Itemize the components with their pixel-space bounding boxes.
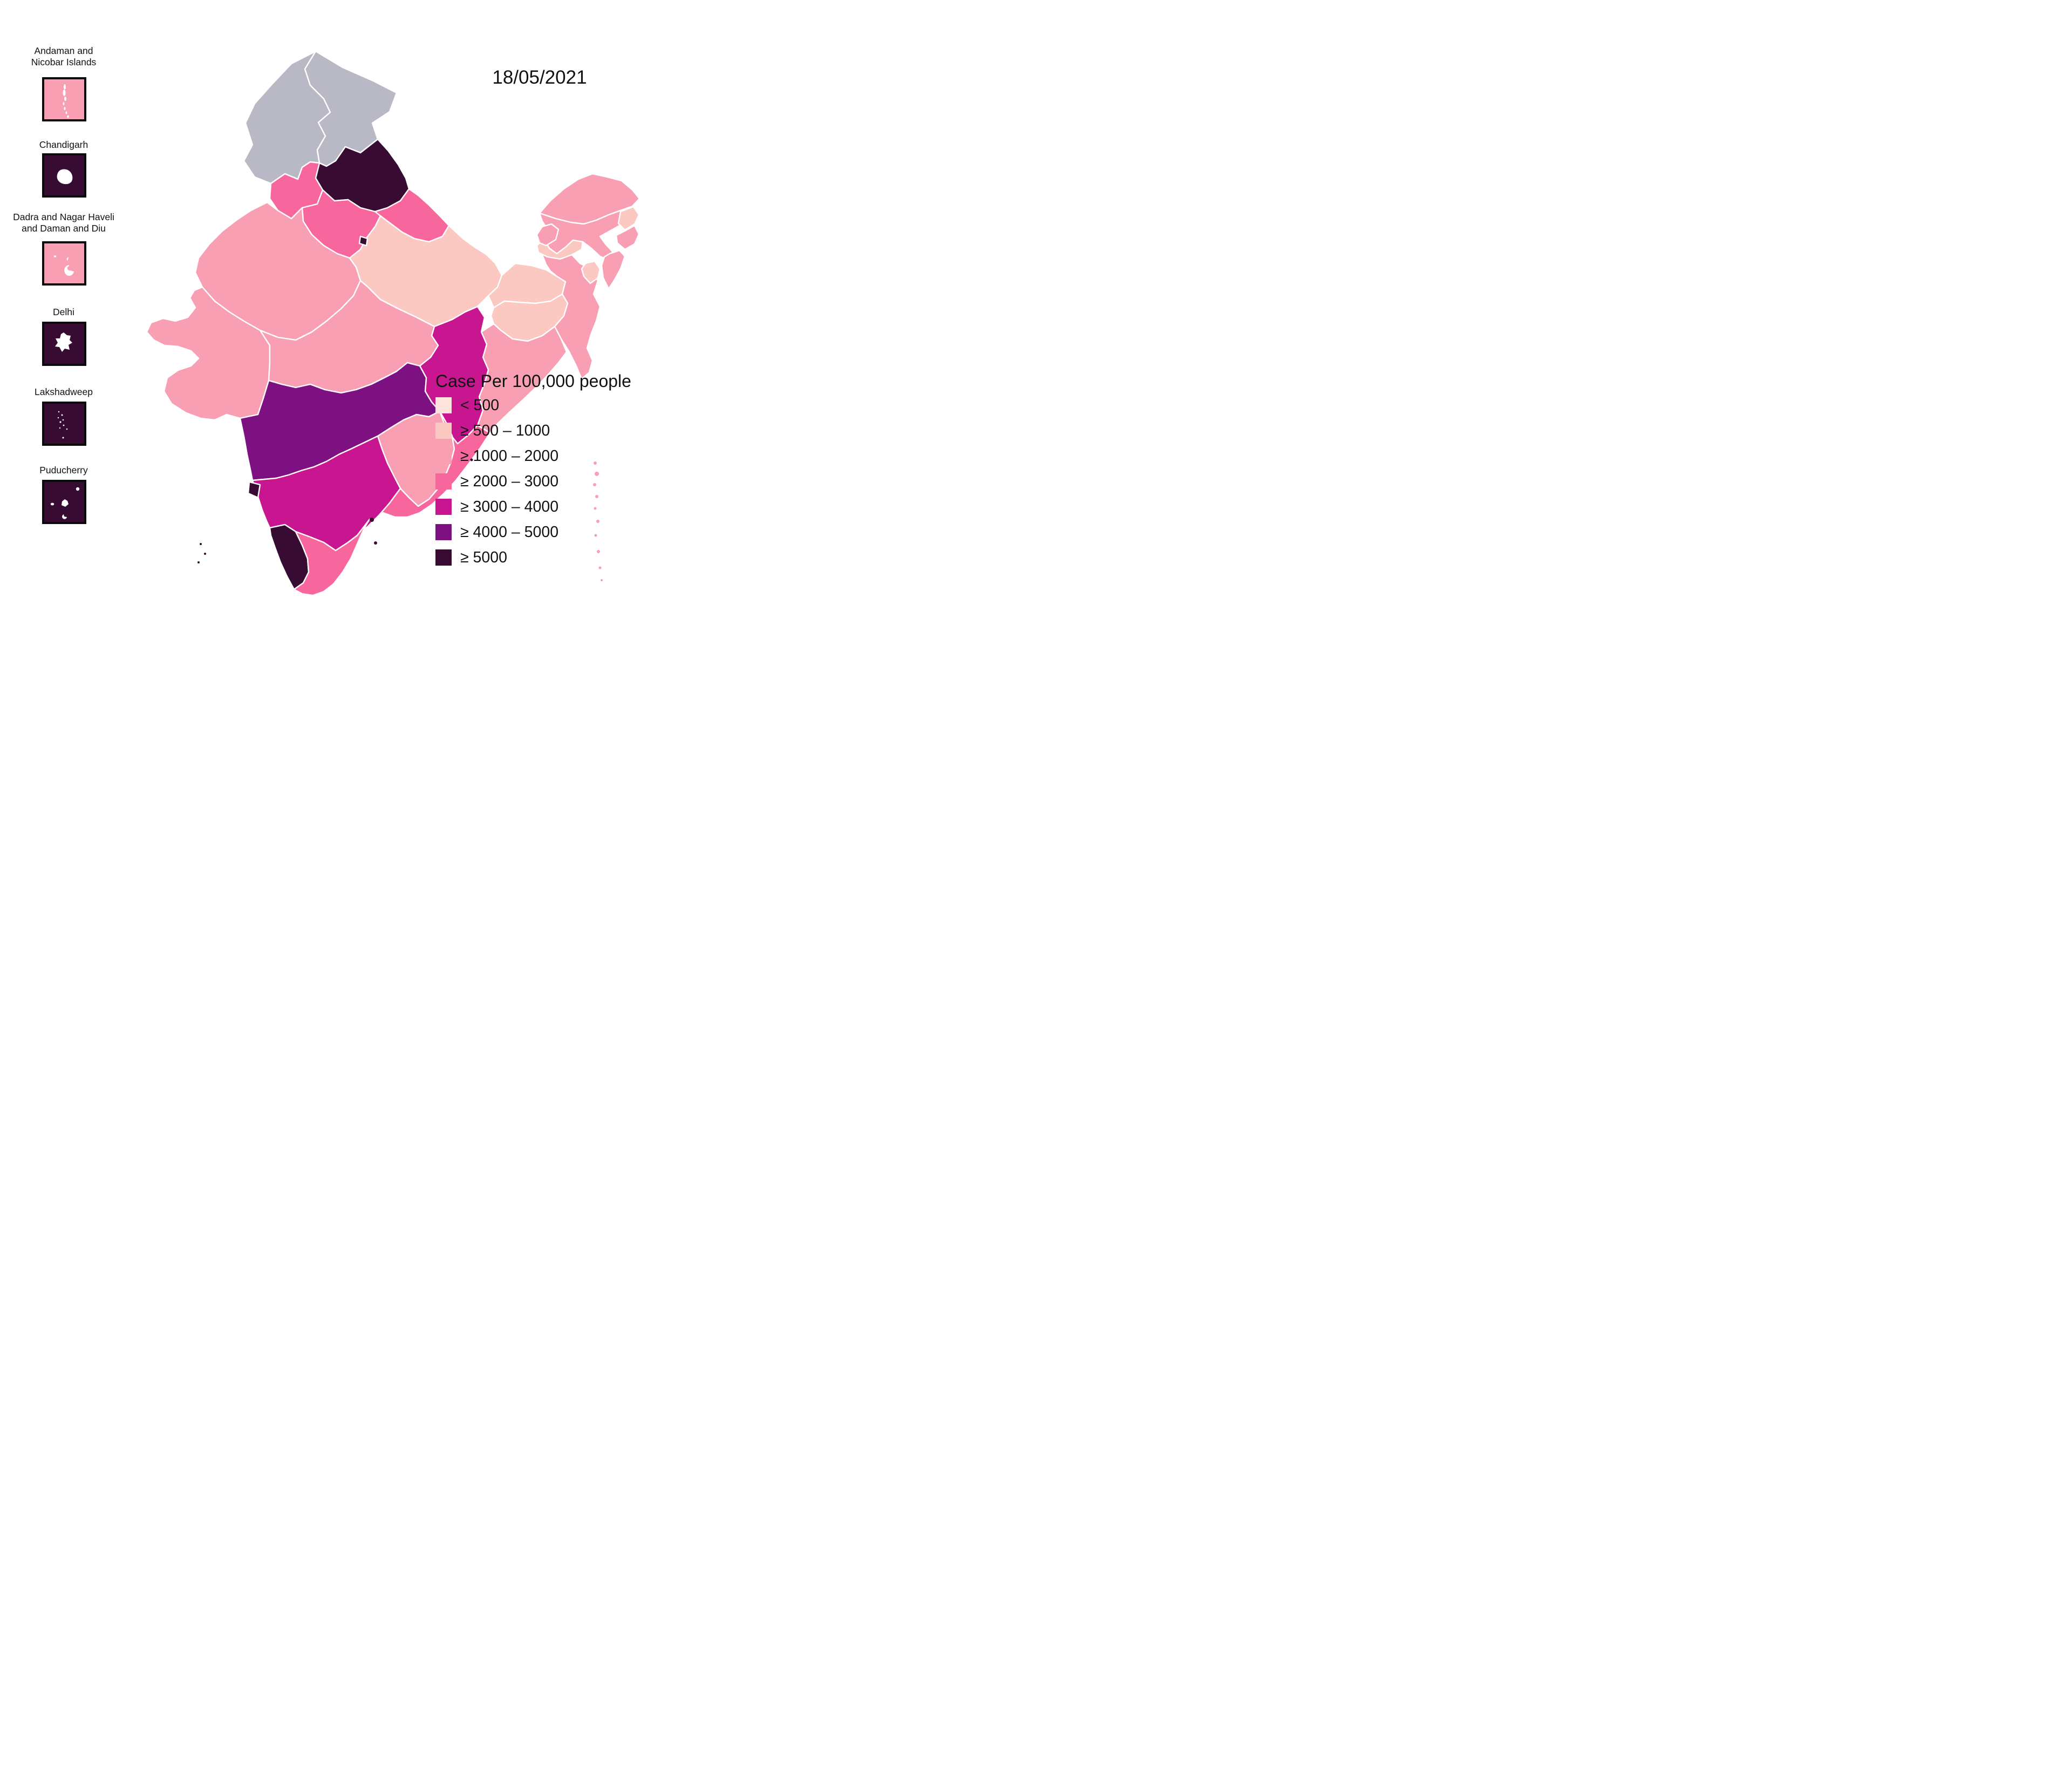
state-manipur — [615, 225, 640, 250]
inset-region-shape-dadra-daman — [53, 255, 74, 276]
inset-box-dadra-daman — [42, 241, 86, 286]
legend-row-4000-5000: ≥ 4000 – 5000 — [435, 523, 558, 541]
inset-label-dadra-daman: Dadra and Nagar Haveli and Daman and Diu — [13, 212, 114, 234]
state-delhi — [358, 235, 369, 247]
inset-box-andaman-nicobar — [42, 77, 86, 121]
inset-label-delhi: Delhi — [53, 307, 74, 317]
legend-swatch-2000-3000 — [435, 473, 452, 490]
andaman-nicobar-islands — [593, 461, 603, 581]
inset-box-puducherry — [42, 480, 86, 524]
legend: Case Per 100,000 people < 500 ≥ 500 – 100… — [435, 371, 684, 566]
state-meghalaya — [536, 237, 584, 260]
inset-region-shape-puducherry — [50, 487, 80, 519]
legend-row-lt500: < 500 — [435, 396, 499, 415]
legend-swatch-gte5000 — [435, 549, 452, 566]
legend-label-gte5000: ≥ 5000 — [460, 548, 507, 566]
lakshadweep-islands — [197, 543, 206, 563]
legend-label-lt500: < 500 — [460, 396, 500, 414]
legend-label-2000-3000: ≥ 2000 – 3000 — [460, 472, 559, 490]
inset-label-andaman-nicobar: Andaman and Nicobar Islands — [31, 45, 97, 67]
inset-box-chandigarh — [42, 153, 86, 198]
inset-region-shape-andaman-nicobar — [63, 84, 69, 118]
inset-label-puducherry: Puducherry — [39, 465, 88, 475]
legend-swatch-lt500 — [435, 397, 452, 413]
india-covid-choropleth: 18/05/2021 Andaman and Nicobar Islands Cha… — [0, 0, 691, 596]
legend-swatch-4000-5000 — [435, 524, 452, 540]
state-goa — [247, 481, 261, 499]
date-label: 18/05/2021 — [492, 67, 587, 88]
state-nagaland — [617, 206, 640, 231]
inset-label-chandigarh: Chandigarh — [39, 139, 88, 150]
legend-swatch-500-1000 — [435, 423, 452, 439]
india-map — [146, 50, 640, 596]
state-mizoram — [601, 249, 626, 290]
inset-region-shape-chandigarh — [57, 169, 73, 185]
legend-row-500-1000: ≥ 500 – 1000 — [435, 422, 550, 440]
legend-row-3000-4000: ≥ 3000 – 4000 — [435, 498, 558, 516]
legend-swatch-1000-2000 — [435, 448, 452, 464]
state-tripura — [581, 260, 601, 284]
state-sikkim — [536, 223, 560, 247]
inset-region-shape-lakshadweep — [57, 411, 68, 439]
legend-row-gte5000: ≥ 5000 — [435, 548, 507, 567]
legend-row-1000-2000: ≥ 1000 – 2000 — [435, 447, 558, 465]
inset-region-shape-delhi — [55, 332, 72, 352]
legend-title: Case Per 100,000 people — [435, 371, 631, 391]
puducherry-enclaves — [370, 458, 473, 545]
inset-box-lakshadweep — [42, 402, 86, 446]
inset-box-delhi — [42, 322, 86, 366]
legend-swatch-3000-4000 — [435, 499, 452, 515]
legend-label-3000-4000: ≥ 3000 – 4000 — [460, 498, 559, 515]
legend-row-2000-3000: ≥ 2000 – 3000 — [435, 472, 558, 491]
legend-label-1000-2000: ≥ 1000 – 2000 — [460, 447, 559, 465]
legend-label-4000-5000: ≥ 4000 – 5000 — [460, 523, 559, 541]
legend-label-500-1000: ≥ 500 – 1000 — [460, 422, 550, 439]
state-tamil-nadu — [293, 518, 371, 596]
inset-label-lakshadweep: Lakshadweep — [35, 386, 93, 397]
